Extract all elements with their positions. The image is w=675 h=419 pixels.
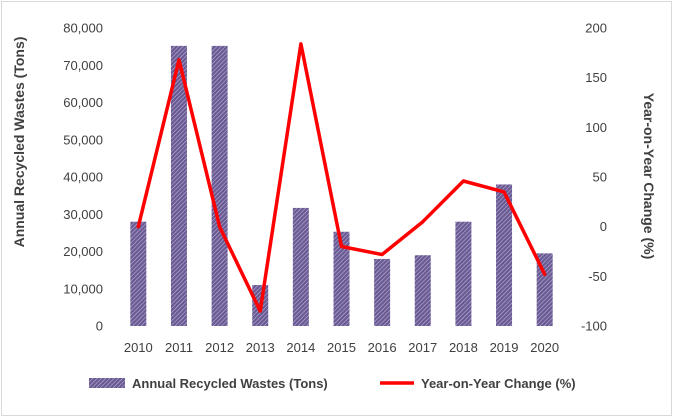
x-tick-label: 2016 [368, 340, 397, 355]
x-tick-label: 2017 [408, 340, 437, 355]
left-tick-label: 10,000 [63, 281, 103, 296]
left-tick-label: 30,000 [63, 207, 103, 222]
bar-2011 [170, 45, 187, 326]
x-tick-label: 2010 [124, 340, 153, 355]
right-tick-label: -50 [588, 269, 607, 284]
line-series [136, 42, 547, 313]
left-tick-label: 70,000 [63, 58, 103, 73]
left-tick-label: 80,000 [63, 21, 103, 36]
left-tick-label: 50,000 [63, 132, 103, 147]
left-tick-label: 0 [96, 319, 103, 334]
yoy-change-line [136, 42, 547, 313]
bar-2012 [211, 45, 228, 326]
bar-2014 [292, 207, 309, 326]
bar-2017 [414, 255, 431, 326]
right-tick-label: 50 [593, 170, 607, 185]
bar-2018 [455, 221, 472, 326]
x-axis-ticks: 2010 2011 2012 2013 2014 2015 2016 2017 2018 2019… [124, 340, 559, 355]
x-tick-label: 2013 [246, 340, 275, 355]
bar-2019 [496, 184, 513, 326]
right-tick-label: -100 [581, 319, 607, 334]
right-tick-label: 150 [585, 70, 607, 85]
right-tick-label: 200 [585, 21, 607, 36]
x-tick-label: 2018 [449, 340, 478, 355]
left-axis-ticks: 0 10,000 20,000 30,000 40,000 50,000 60,000 70,… [63, 21, 103, 334]
left-tick-label: 60,000 [63, 95, 103, 110]
x-tick-label: 2012 [205, 340, 234, 355]
legend-bar-label: Annual Recycled Wastes (Tons) [132, 376, 328, 391]
bar-2010 [130, 221, 147, 326]
x-tick-label: 2019 [490, 340, 519, 355]
bar-2015 [333, 231, 350, 326]
right-tick-label: 100 [585, 120, 607, 135]
bar-2016 [374, 258, 391, 326]
x-tick-label: 2020 [530, 340, 559, 355]
x-tick-label: 2011 [165, 340, 193, 355]
x-tick-label: 2014 [286, 340, 315, 355]
left-tick-label: 40,000 [63, 170, 103, 185]
bar-series [130, 45, 553, 326]
legend: Annual Recycled Wastes (Tons) Year-on-Ye… [89, 376, 576, 391]
legend-bar-swatch [89, 378, 125, 388]
x-tick-label: 2015 [327, 340, 356, 355]
bar-2020 [536, 253, 553, 326]
left-tick-label: 20,000 [63, 244, 103, 259]
right-axis-title: Year-on-Year Change (%) [641, 93, 657, 260]
right-tick-label: 0 [600, 219, 607, 234]
right-axis-ticks: -100 -50 0 50 100 150 200 [581, 21, 607, 334]
left-axis-title: Annual Recycled Wastes (Tons) [11, 37, 27, 248]
legend-line-label: Year-on-Year Change (%) [421, 376, 576, 391]
